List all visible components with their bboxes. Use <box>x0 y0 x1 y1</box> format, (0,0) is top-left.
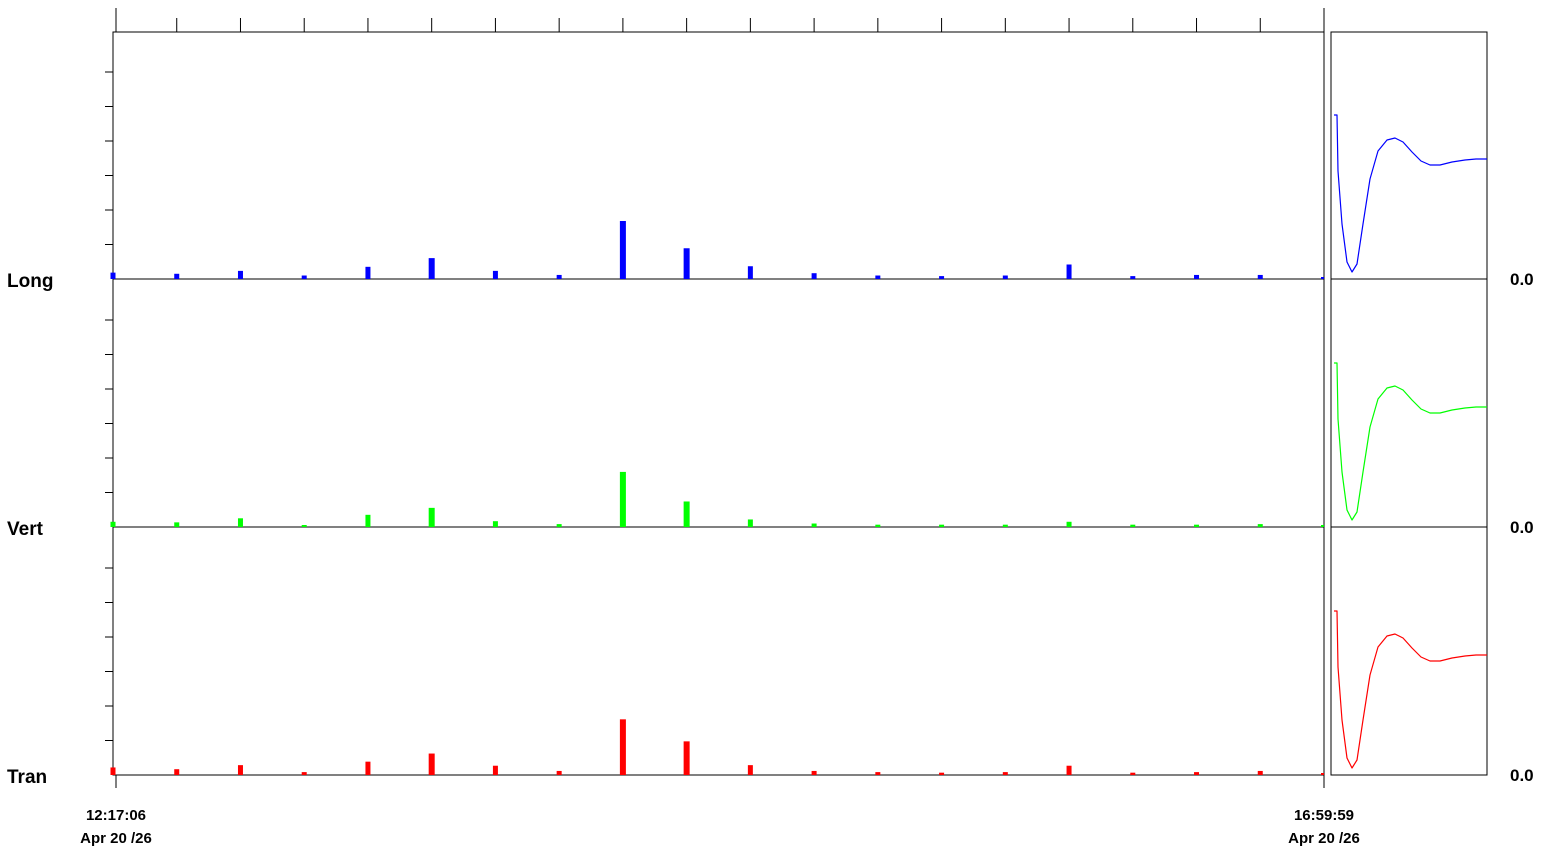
bar-vert <box>747 519 753 527</box>
bar-long <box>1130 276 1136 279</box>
bar-tran <box>301 772 307 775</box>
bar-tran <box>811 770 817 775</box>
x-axis-start-date: Apr 20 /26 <box>80 830 152 847</box>
bar-long <box>939 276 945 279</box>
bar-vert <box>365 514 371 527</box>
bar-long <box>683 248 690 279</box>
bar-vert <box>556 524 562 527</box>
bar-tran <box>428 753 435 775</box>
bar-long <box>1257 274 1263 279</box>
bar-long <box>1066 264 1072 279</box>
bar-long <box>1002 275 1008 279</box>
bar-vert <box>1130 524 1136 527</box>
bar-long <box>428 258 435 279</box>
bar-tran <box>1002 772 1008 775</box>
bar-tran <box>747 765 753 775</box>
bar-vert <box>1002 524 1008 527</box>
bar-long <box>556 274 562 279</box>
waveform-panel-frame <box>1330 31 1488 776</box>
bar-tran <box>939 772 945 775</box>
bar-long <box>811 273 817 279</box>
panel-label-tran: Tran <box>7 767 47 788</box>
bar-vert <box>1066 521 1072 527</box>
bar-tran <box>365 761 371 775</box>
bar-tran <box>110 767 116 775</box>
bar-tran <box>1257 770 1263 775</box>
main-plot-frame <box>112 31 1325 776</box>
panel-right-value: 0.0 <box>1510 766 1534 785</box>
bar-tran <box>619 719 626 775</box>
bar-long <box>1194 274 1200 279</box>
waveform-line-long <box>1334 114 1487 273</box>
x-axis-start-time: 12:17:06 <box>86 807 146 824</box>
bar-tran <box>174 769 180 775</box>
bar-tran <box>875 772 881 775</box>
bar-long <box>110 272 116 279</box>
bar-vert <box>683 501 690 527</box>
bar-tran <box>492 765 498 775</box>
panel-label-vert: Vert <box>7 519 44 540</box>
bar-vert <box>237 518 243 527</box>
bar-tran <box>1130 772 1136 775</box>
bar-long <box>1321 277 1324 279</box>
bar-tran <box>1066 765 1072 775</box>
bar-long <box>237 270 243 279</box>
bar-long <box>492 270 498 279</box>
bar-long <box>301 275 307 279</box>
bar-vert <box>110 521 116 527</box>
bar-vert <box>174 522 180 527</box>
bar-long <box>174 273 180 279</box>
bar-tran <box>556 770 562 775</box>
bar-vert <box>301 525 307 527</box>
waveform-line-tran <box>1334 610 1487 769</box>
bar-vert <box>875 524 881 527</box>
bar-vert <box>811 523 817 527</box>
bar-tran <box>1194 772 1200 775</box>
x-axis-end-time: 16:59:59 <box>1294 807 1354 824</box>
bar-long <box>619 221 626 279</box>
bar-long <box>875 275 881 279</box>
bar-tran <box>237 765 243 775</box>
panel-label-long: Long <box>7 271 53 292</box>
panel-right-value: 0.0 <box>1510 518 1534 537</box>
panel-right-value: 0.0 <box>1510 270 1534 289</box>
bar-tran <box>1321 773 1324 775</box>
bar-vert <box>428 507 435 527</box>
bar-vert <box>619 471 626 527</box>
bar-tran <box>683 741 690 775</box>
bar-vert <box>492 521 498 527</box>
bar-vert <box>1257 524 1263 527</box>
bar-vert <box>1321 525 1324 527</box>
x-axis-end-date: Apr 20 /26 <box>1288 830 1360 847</box>
bar-vert <box>1194 524 1200 527</box>
bar-long <box>365 266 371 279</box>
bar-long <box>747 266 753 279</box>
waveform-line-vert <box>1334 362 1487 521</box>
bar-vert <box>939 524 945 527</box>
